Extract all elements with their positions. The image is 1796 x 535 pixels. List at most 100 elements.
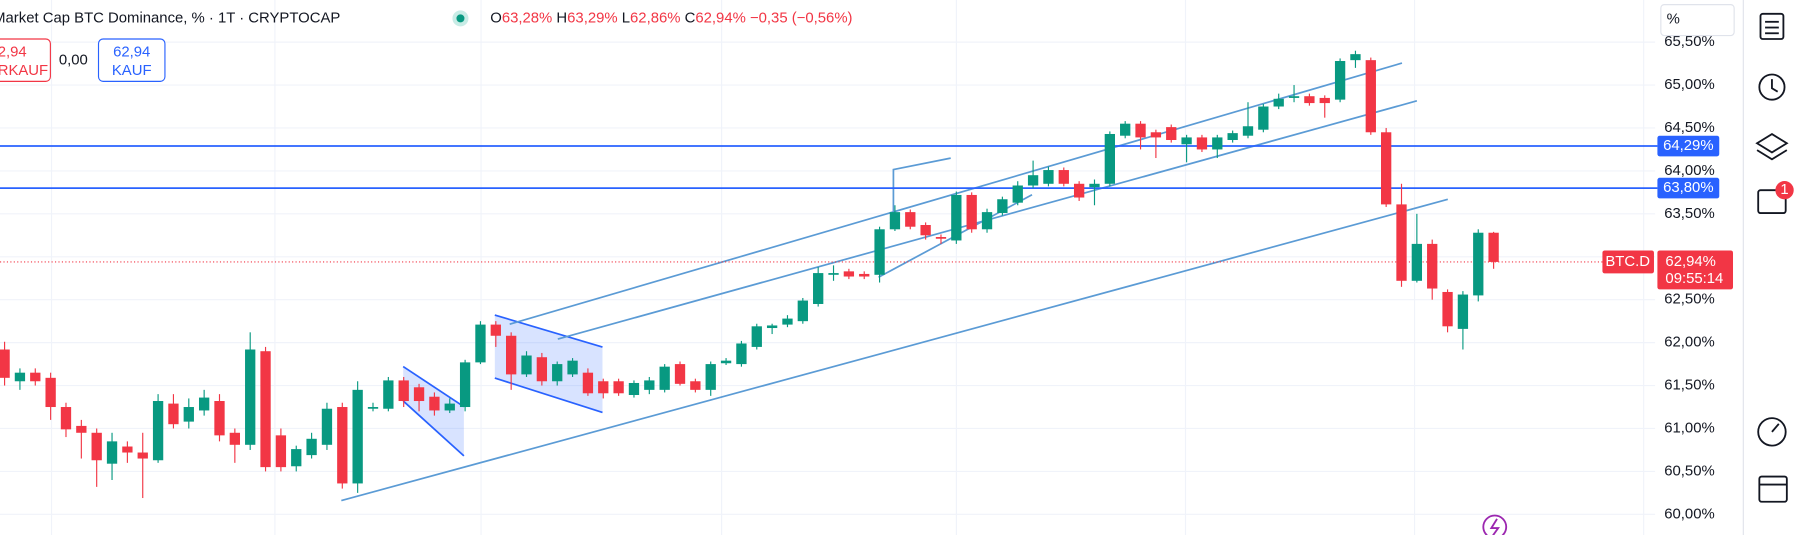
countdown: 09:55:14 <box>1665 271 1723 287</box>
candle-body <box>1089 183 1100 188</box>
candle-body <box>30 372 41 382</box>
candle-body <box>60 407 72 430</box>
candle-body <box>1212 137 1223 150</box>
candle-body <box>76 425 87 433</box>
candle-body <box>1319 97 1330 104</box>
badge <box>1775 181 1794 200</box>
candle-body <box>1227 133 1238 140</box>
candle-body <box>122 446 133 453</box>
spread: 0,00 <box>59 53 88 69</box>
sell-button[interactable] <box>0 38 51 82</box>
candle-body <box>444 403 455 411</box>
candle-body <box>1457 294 1469 329</box>
icon-line <box>1489 518 1500 535</box>
candle-body <box>1058 170 1069 184</box>
ohlc-legend: O63,28% H63,29% L62,86% C62,94% −0,35 (−… <box>490 10 852 26</box>
status-dot <box>456 14 465 23</box>
chat-icon[interactable] <box>1757 189 1787 215</box>
flag-line <box>494 314 603 348</box>
price-tag <box>1657 135 1720 157</box>
candles <box>0 50 1499 499</box>
candle-body <box>214 401 225 436</box>
y-tick-label: 60,50% <box>1664 463 1714 479</box>
candle-body <box>874 229 885 275</box>
candle-body <box>536 357 548 382</box>
candle-body <box>751 326 762 347</box>
candle-body <box>45 377 56 408</box>
price-tag-label: 63,80% <box>1663 180 1713 196</box>
candle-body <box>598 381 609 394</box>
candle-body <box>1350 54 1361 61</box>
candle-body <box>475 324 486 363</box>
watchlist-icon[interactable] <box>1759 12 1785 40</box>
candle-body <box>1488 232 1499 262</box>
toolbar <box>1755 12 1789 503</box>
y-tick-label: 64,50% <box>1664 120 1714 136</box>
candle-body <box>920 224 931 236</box>
ohlc-change: −0,35 (−0,56%) <box>750 10 853 26</box>
candle-body <box>1104 133 1115 184</box>
candle-body <box>275 435 287 468</box>
ohlc-value: 62,86% <box>630 10 680 26</box>
last-price-label: 62,94% <box>1665 254 1715 270</box>
trend-line <box>892 157 951 212</box>
candle-body <box>1304 96 1315 104</box>
candle-body <box>1120 123 1131 136</box>
candle-body <box>889 212 901 230</box>
candle-body <box>1365 60 1376 133</box>
candle-body <box>413 387 425 402</box>
flag-line <box>494 377 603 414</box>
candle-body <box>1442 291 1453 327</box>
ohlc-key: L <box>622 10 630 26</box>
candle-body <box>521 355 532 375</box>
calendar-icon[interactable] <box>1758 475 1788 503</box>
candle-body <box>352 389 363 484</box>
y-tick-label: 62,00% <box>1664 335 1714 351</box>
candle-body <box>137 452 148 459</box>
price-tag-label: 64,29% <box>1663 138 1713 154</box>
candle-body <box>506 335 517 375</box>
trend-line <box>341 198 1449 502</box>
y-tick-label: 64,00% <box>1664 163 1714 179</box>
alerts-icon[interactable] <box>1758 73 1786 101</box>
candle-body <box>1196 137 1208 150</box>
candle-body <box>613 381 624 394</box>
axis-unit-button[interactable] <box>1660 4 1735 37</box>
candle-body <box>582 372 594 394</box>
candle-body <box>797 300 808 322</box>
buy-label: KAUF <box>112 63 152 79</box>
icon-line <box>1771 79 1779 93</box>
ohlc-key: O <box>490 10 502 26</box>
buy-price: 62,94 <box>113 45 150 61</box>
candle-body <box>168 403 179 425</box>
candle-body <box>782 318 793 325</box>
candle-body <box>183 407 194 422</box>
layers-icon[interactable] <box>1755 132 1789 154</box>
candle-body <box>1334 61 1346 100</box>
candle-body <box>951 194 962 241</box>
candle-body <box>813 273 824 304</box>
candle-body <box>1181 137 1192 145</box>
flag-line <box>402 365 465 408</box>
candle-body <box>245 349 256 445</box>
candle-body <box>14 372 26 382</box>
candle-body <box>429 396 440 411</box>
candle-body <box>291 449 302 467</box>
price-axis: 60,00%60,50%61,00%61,50%62,00%62,50%63,0… <box>1602 34 1734 522</box>
lightning-icon[interactable] <box>1482 514 1508 535</box>
speed-icon[interactable] <box>1757 417 1787 447</box>
candle-body <box>567 360 578 375</box>
candle-body <box>859 273 870 277</box>
buy-button[interactable] <box>97 38 166 82</box>
icon-line <box>1756 149 1788 161</box>
candle-body <box>736 343 747 365</box>
axis-unit: % <box>1667 11 1680 27</box>
candle-body <box>1473 232 1484 296</box>
candle-body <box>705 364 716 390</box>
sell-label: RKAUF <box>0 63 48 79</box>
candle-body <box>1427 243 1438 289</box>
candle-body <box>674 364 686 384</box>
candle-body <box>843 271 855 277</box>
